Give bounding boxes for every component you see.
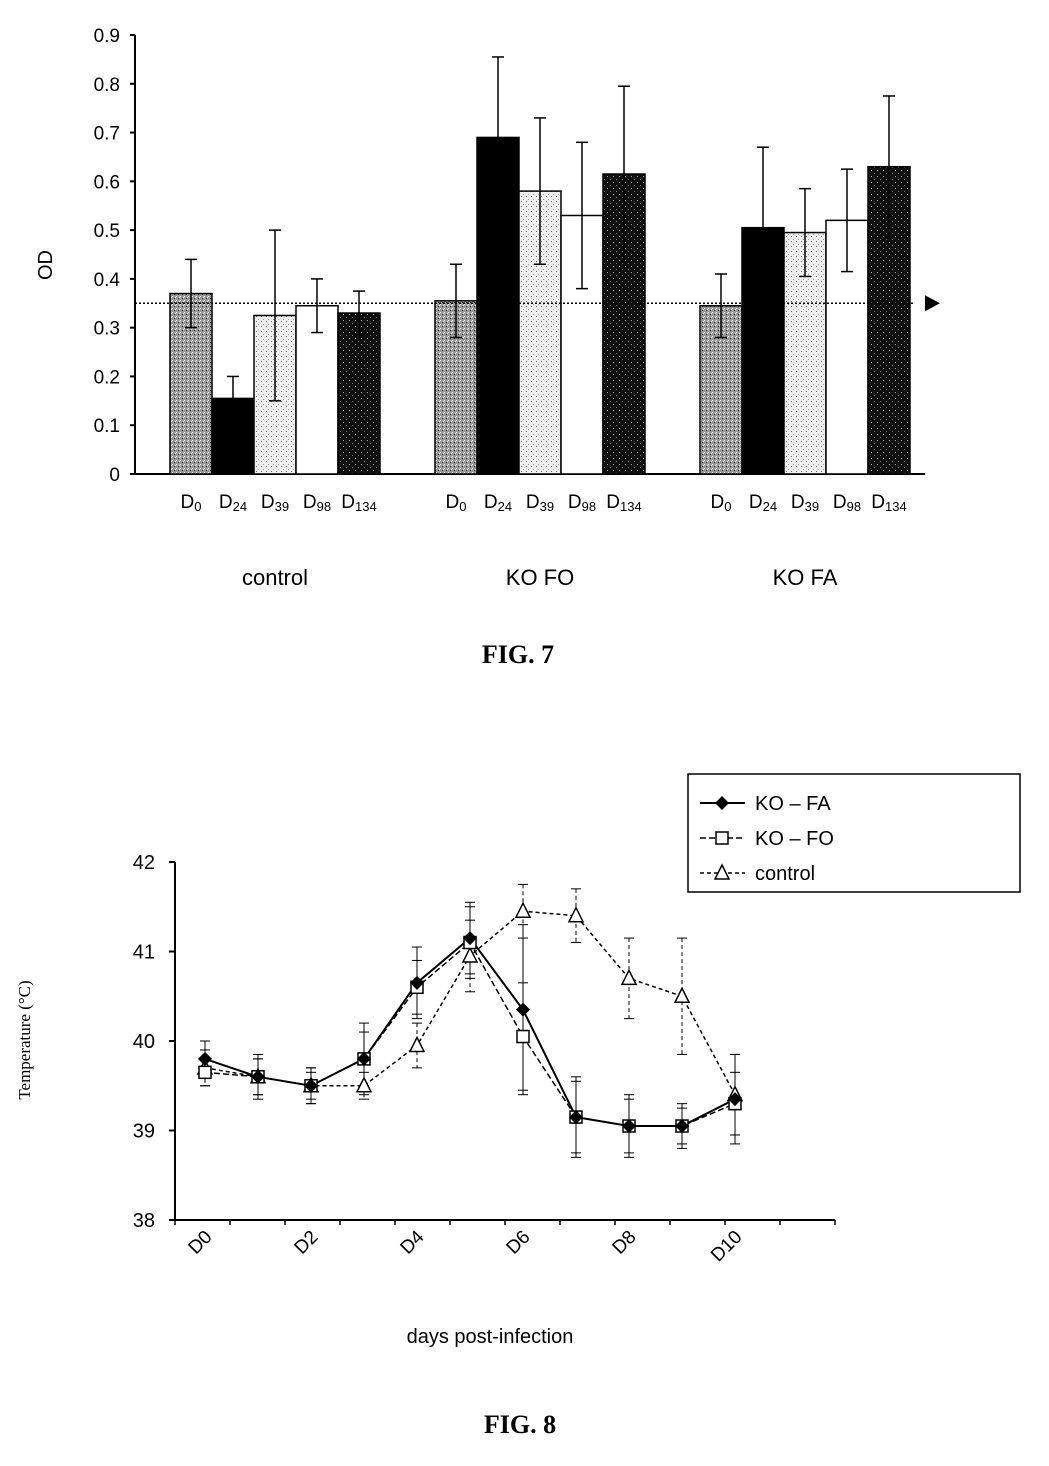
x-tick-label: D10 xyxy=(707,1227,746,1266)
x-tick-subscript: 39 xyxy=(805,499,819,514)
data-point-diamond xyxy=(198,1051,212,1066)
x-tick-subscript: 24 xyxy=(763,499,777,514)
data-point-triangle xyxy=(355,1076,373,1093)
y-tick-label: 0.3 xyxy=(94,319,120,340)
data-point-diamond xyxy=(516,1002,530,1017)
x-tick-label: D2 xyxy=(291,1227,323,1259)
data-point-diamond xyxy=(304,1078,318,1093)
legend-triangle-icon xyxy=(713,863,731,880)
x-tick-subscript: 0 xyxy=(194,499,201,514)
data-point-triangle xyxy=(567,906,585,923)
data-point-diamond xyxy=(728,1092,742,1107)
x-tick-label: D0 xyxy=(185,1227,217,1259)
y-tick-label: 41 xyxy=(133,942,155,964)
data-point-triangle xyxy=(408,1035,426,1053)
threshold-arrow-icon xyxy=(925,295,940,312)
legend-square-icon xyxy=(715,831,729,845)
y-tick-label: 40 xyxy=(133,1031,155,1053)
data-point-diamond xyxy=(622,1119,636,1134)
legend-label: control xyxy=(755,863,815,885)
y-tick-label: 0.6 xyxy=(94,172,120,193)
fig8-caption: FIG. 8 xyxy=(483,1410,557,1439)
y-axis-label: OD xyxy=(35,250,57,280)
data-point-diamond xyxy=(675,1119,689,1134)
y-tick-label: 0.4 xyxy=(94,270,121,291)
x-tick-subscript: 24 xyxy=(498,499,512,514)
legend-diamond-icon xyxy=(715,796,729,810)
data-point-triangle xyxy=(673,986,691,1003)
y-tick-label: 0.5 xyxy=(94,221,120,242)
y-tick-label: 0.9 xyxy=(94,26,120,47)
data-point-diamond xyxy=(251,1069,265,1084)
data-point-triangle xyxy=(461,946,479,963)
x-tick-subscript: 98 xyxy=(582,499,596,514)
y-tick-label: 0.7 xyxy=(94,124,120,145)
legend-box xyxy=(687,773,1021,893)
x-axis-label: days post-infection xyxy=(407,1326,574,1348)
x-tick-subscript: 0 xyxy=(459,499,466,514)
x-tick-subscript: 134 xyxy=(620,499,642,514)
y-tick-label: 38 xyxy=(133,1210,155,1232)
legend-label: KO – FA xyxy=(755,793,831,815)
x-tick-subscript: 98 xyxy=(317,499,331,514)
x-tick-label: D4 xyxy=(397,1226,429,1258)
data-point-triangle xyxy=(620,968,638,986)
x-tick-subscript: 39 xyxy=(275,499,289,514)
x-tick-subscript: 134 xyxy=(355,499,377,514)
y-tick-label: 39 xyxy=(133,1121,155,1143)
x-tick-subscript: 98 xyxy=(847,499,861,514)
x-tick-label: D8 xyxy=(609,1227,641,1259)
data-point-square xyxy=(198,1065,212,1080)
x-tick-subscript: 24 xyxy=(233,499,247,514)
legend-label: KO – FO xyxy=(755,828,834,850)
data-point-square xyxy=(516,1029,530,1044)
x-tick-label: D6 xyxy=(503,1227,535,1259)
y-tick-label: 42 xyxy=(133,852,155,874)
y-tick-label: 0 xyxy=(109,465,120,486)
fig7-caption: FIG. 7 xyxy=(481,640,555,669)
x-tick-subscript: 0 xyxy=(724,499,731,514)
x-tick-subscript: 134 xyxy=(885,499,907,514)
group-label: KO FA xyxy=(773,565,838,590)
bar-D134 xyxy=(337,312,381,475)
y-tick-label: 0.8 xyxy=(94,75,120,96)
data-point-diamond xyxy=(357,1051,371,1066)
group-label: control xyxy=(242,565,308,590)
group-label: KO FO xyxy=(506,565,574,590)
data-point-diamond xyxy=(463,931,477,946)
data-point-diamond xyxy=(569,1110,583,1125)
data-point-triangle xyxy=(514,901,532,918)
data-point-diamond xyxy=(410,975,424,990)
y-tick-label: 0.2 xyxy=(94,367,120,388)
x-tick-subscript: 39 xyxy=(540,499,554,514)
y-axis-label: Temperature (°C) xyxy=(15,980,34,1099)
y-tick-label: 0.1 xyxy=(94,416,120,437)
